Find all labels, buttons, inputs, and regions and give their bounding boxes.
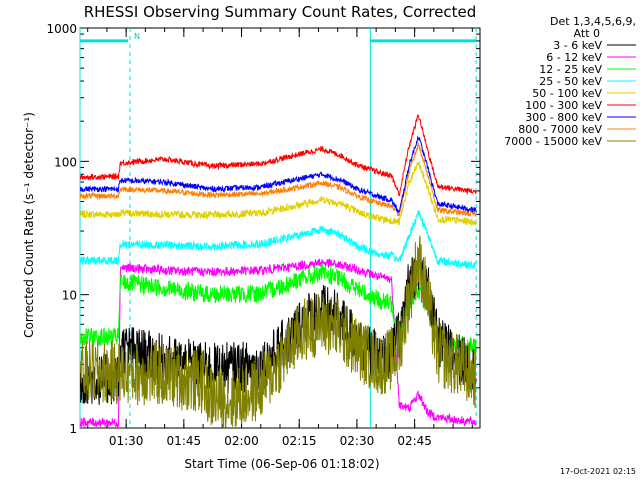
x-axis-label: Start Time (06-Sep-06 01:18:02) [184, 457, 379, 471]
y-tick-label: 10 [62, 289, 77, 303]
legend-label: 800 - 7000 keV [518, 123, 602, 136]
legend-label: 3 - 6 keV [553, 39, 602, 52]
x-tick-label: 02:45 [397, 434, 432, 448]
y-tick-label: 1000 [46, 22, 77, 36]
legend-header-line-2: Att 0 [574, 27, 600, 40]
legend-label: 12 - 25 keV [539, 63, 602, 76]
x-tick-label: 02:00 [224, 434, 259, 448]
legend-label: 100 - 300 keV [525, 99, 602, 112]
y-tick-label: 100 [54, 155, 77, 169]
series-line-800-7000-kev [80, 142, 477, 218]
series-line-25-50-kev [80, 210, 477, 269]
legend-label: 6 - 12 keV [546, 51, 602, 64]
legend-header-line-1: Det 1,3,4,5,6,9, [550, 15, 636, 28]
flag-label: N [134, 32, 140, 41]
series-line-7000-15000-kev [80, 235, 477, 428]
legend-label: 25 - 50 keV [539, 75, 602, 88]
x-tick-label: 02:15 [282, 434, 317, 448]
x-tick-label: 01:45 [167, 434, 202, 448]
legend-label: 50 - 100 keV [532, 87, 602, 100]
series-line-100-300-kev [80, 114, 477, 197]
x-tick-label: 01:30 [109, 434, 144, 448]
series-line-6-12-kev [80, 258, 477, 428]
series-line-50-100-kev [80, 161, 477, 227]
plot-area: 1 10 100 1000 01:30 01:45 02:00 02:15 02:30 02:45… [46, 22, 481, 448]
chart-title: RHESSI Observing Summary Count Rates, Co… [84, 3, 477, 21]
y-axis-label: Corrected Count Rate (s⁻¹ detector⁻¹) [22, 112, 36, 338]
x-tick-label: 02:30 [340, 434, 375, 448]
legend-label: 300 - 800 keV [525, 111, 602, 124]
y-tick-label: 1 [69, 422, 77, 436]
series-line-300-800-kev [80, 135, 477, 214]
footer-timestamp: 17-Oct-2021 02:15 [560, 467, 636, 476]
legend-label: 7000 - 15000 keV [504, 135, 602, 148]
